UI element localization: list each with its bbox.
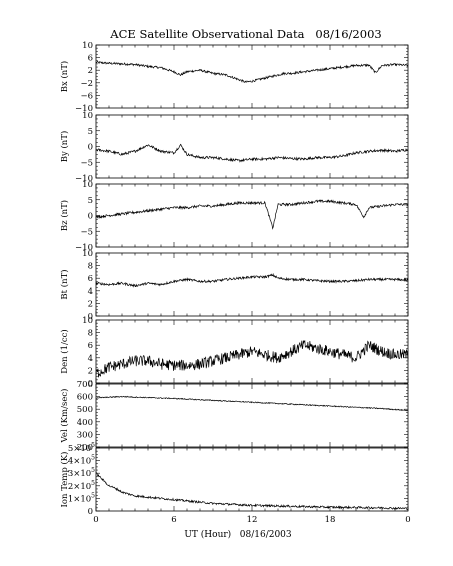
- den-ytick-label: 4: [88, 354, 93, 364]
- bz-ytick-label: −5: [80, 227, 93, 237]
- vel-ytick-label: 600: [77, 393, 93, 403]
- temp-series-line: [95, 472, 409, 510]
- vel-ytick-label: 500: [77, 405, 93, 415]
- temp-ytick-label: 4×105: [68, 455, 95, 467]
- temp-ytick-exponent: 5: [91, 480, 95, 487]
- vel-frame: [95, 383, 409, 448]
- chart-title: ACE Satellite Observational Data 08/16/2…: [109, 27, 381, 41]
- by-series-line: [95, 143, 409, 163]
- panel-bz: −10 −5 0 5 10 Bz (nT): [59, 180, 409, 253]
- den-series-line: [95, 340, 409, 378]
- den-ytick-label: 0: [88, 379, 93, 389]
- by-ytick-label: 0: [88, 143, 93, 153]
- bx-series-line: [95, 60, 409, 83]
- by-ytick-label: 10: [82, 111, 93, 121]
- temp-ytick-exponent: 5: [91, 467, 95, 474]
- by-ytick-label: 5: [88, 127, 93, 137]
- bz-ytick-label: −10: [75, 243, 93, 253]
- bx-ytick-label: 2: [88, 66, 93, 76]
- temp-ytick-exponent: 5: [91, 455, 95, 462]
- den-ytick-label: 6: [88, 341, 93, 351]
- vel-ytick-label: 400: [77, 418, 93, 428]
- den-ytick-label: 8: [88, 329, 93, 339]
- panels: −10 −6 −2 2 6 10 Bx (nT) −10 −5 0 5 10 By (nT) −10 −5 0…: [59, 41, 411, 525]
- vel-series-line: [95, 395, 409, 412]
- bx-ytick-label: 6: [88, 54, 93, 64]
- panel-bt: 0 2 4 6 8 10 Bt (nT): [59, 249, 409, 322]
- by-ylabel: By (nT): [59, 131, 70, 163]
- temp-frame: [95, 447, 409, 512]
- bt-ytick-label: 6: [88, 274, 93, 284]
- panel-bx: −10 −6 −2 2 6 10 Bx (nT): [59, 41, 409, 114]
- bx-ytick-label: −10: [75, 104, 93, 114]
- bx-ytick-label: −2: [80, 79, 93, 89]
- den-ytick-label: 2: [88, 366, 93, 376]
- bz-series-line: [95, 199, 409, 230]
- bz-ytick-label: 0: [88, 212, 93, 222]
- bx-frame: [95, 44, 409, 109]
- x-tick-label: 0: [405, 515, 410, 525]
- x-axis-label: UT (Hour) 08/16/2003: [184, 529, 292, 540]
- by-ytick-label: −10: [75, 174, 93, 184]
- vel-ytick-label: 200: [77, 443, 93, 453]
- panel-by: −10 −5 0 5 10 By (nT): [59, 111, 409, 184]
- temp-ytick-label: 2×105: [68, 480, 95, 492]
- temp-ytick-label: 3×105: [68, 467, 95, 479]
- temp-ytick-label: 0: [88, 507, 93, 517]
- den-ytick-label: 10: [82, 316, 93, 326]
- x-tick-label: 18: [325, 515, 336, 525]
- temp-ylabel: Ion Temp (K): [59, 452, 70, 508]
- x-tick-label: 0: [93, 515, 98, 525]
- bt-frame: [95, 252, 409, 317]
- bt-ytick-label: 4: [88, 287, 93, 297]
- bx-ytick-label: 10: [82, 41, 93, 51]
- x-tick-label: 12: [247, 515, 258, 525]
- bt-ylabel: Bt (nT): [59, 269, 70, 299]
- temp-ytick-label: 1×105: [68, 492, 95, 504]
- by-ytick-label: −5: [80, 158, 93, 168]
- panel-den: 0 2 4 6 8 10 Den (1/cc): [59, 316, 409, 389]
- temp-ytick-label: 5×105: [68, 442, 95, 454]
- bz-frame: [95, 183, 409, 248]
- vel-ytick-label: 300: [77, 430, 93, 440]
- bx-ylabel: Bx (nT): [59, 61, 70, 93]
- vel-ytick-label: 700: [77, 380, 93, 390]
- vel-ylabel: Vel (Km/sec): [59, 389, 70, 444]
- den-ylabel: Den (1/cc): [59, 329, 70, 373]
- by-frame: [95, 114, 409, 179]
- bt-ytick-label: 2: [88, 299, 93, 309]
- bx-ytick-label: −6: [80, 91, 93, 101]
- bt-ytick-label: 0: [88, 312, 93, 322]
- temp-ytick-exponent: 5: [91, 492, 95, 499]
- bz-ylabel: Bz (nT): [59, 200, 70, 231]
- bt-ytick-label: 8: [88, 262, 93, 272]
- temp-ytick-exponent: 5: [91, 442, 95, 449]
- bt-series-line: [95, 272, 409, 288]
- bt-ytick-label: 10: [82, 249, 93, 259]
- bz-ytick-label: 10: [82, 180, 93, 190]
- bz-ytick-label: 5: [88, 196, 93, 206]
- panel-vel: 200 300 400 500 600 700 Vel (Km/sec): [59, 380, 409, 453]
- x-tick-label: 6: [171, 515, 176, 525]
